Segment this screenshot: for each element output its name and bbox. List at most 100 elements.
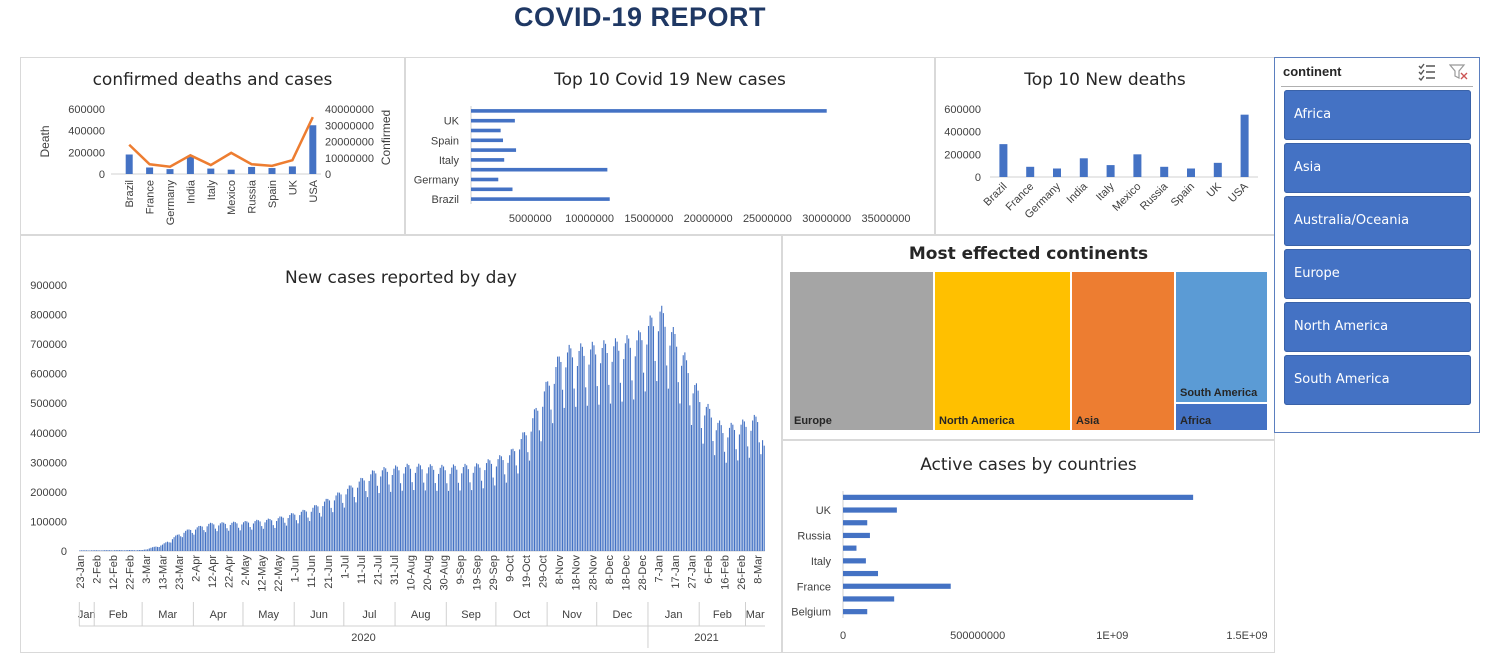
bar-daily-cases bbox=[591, 341, 593, 551]
bar-daily-cases bbox=[634, 356, 636, 551]
year-label: 2020 bbox=[351, 632, 375, 644]
y-tick-label: Germany bbox=[414, 175, 460, 187]
bar-daily-cases bbox=[411, 482, 413, 551]
bar-daily-cases bbox=[109, 550, 111, 551]
bar-daily-cases bbox=[87, 550, 89, 551]
bar-daily-cases bbox=[467, 469, 469, 551]
bar-daily-cases bbox=[598, 404, 600, 551]
x-tick-label: Brazil bbox=[124, 180, 136, 208]
bar-new-deaths bbox=[1213, 162, 1222, 177]
bar-new-deaths bbox=[1026, 166, 1035, 177]
bar-daily-cases bbox=[576, 365, 578, 551]
treemap-tile-africa[interactable]: Africa bbox=[1175, 403, 1268, 431]
bar-daily-cases bbox=[92, 550, 94, 551]
bar-daily-cases bbox=[702, 443, 704, 551]
y-tick-label: Belgium bbox=[791, 607, 831, 619]
x-tick-label: 8-Dec bbox=[604, 555, 616, 585]
x-tick-label: Russia bbox=[247, 179, 259, 214]
x-tick-label: 6-Feb bbox=[703, 555, 715, 584]
bar-daily-cases bbox=[616, 341, 618, 551]
bar-active-cases bbox=[843, 583, 951, 589]
panel-top10-new-cases[interactable]: Top 10 Covid 19 New cases Brazil Germany I… bbox=[405, 57, 935, 235]
bar-daily-cases bbox=[423, 482, 425, 551]
x-tick-label: 20000000 bbox=[684, 213, 733, 225]
x-tick-label: 9-Sep bbox=[455, 555, 467, 584]
bar-daily-cases bbox=[654, 360, 656, 551]
bar-new-cases bbox=[471, 197, 610, 201]
slicer-item-australia-oceania[interactable]: Australia/Oceania bbox=[1284, 196, 1471, 246]
bar-daily-cases bbox=[319, 512, 321, 551]
treemap-label: South America bbox=[1180, 387, 1258, 399]
bar-daily-cases bbox=[226, 528, 228, 551]
bar-daily-cases bbox=[353, 496, 355, 551]
bar-daily-cases bbox=[725, 462, 727, 551]
bar-daily-cases bbox=[575, 406, 577, 551]
x-tick-label: 17-Jan bbox=[670, 555, 682, 589]
chart-title-active: Active cases by countries bbox=[920, 455, 1137, 475]
bar-daily-cases bbox=[233, 521, 235, 551]
month-label: Mar bbox=[158, 609, 177, 621]
bar-daily-cases bbox=[545, 381, 547, 551]
x-tick-label: 11-Jun bbox=[306, 555, 318, 588]
y-tick-label: Spain bbox=[431, 135, 459, 147]
bar-daily-cases bbox=[388, 484, 390, 551]
clear-filter-icon[interactable] bbox=[1449, 63, 1469, 81]
slicer-item-south-america[interactable]: South America bbox=[1284, 355, 1471, 405]
x-tick-label: Spain bbox=[267, 180, 279, 208]
panel-new-cases-by-day[interactable]: New cases reported by day 900000 800000 70… bbox=[20, 235, 782, 653]
bar-daily-cases bbox=[338, 492, 340, 551]
panel-active-cases[interactable]: Active cases by countries Belgium France I… bbox=[782, 440, 1275, 653]
bar-active-cases bbox=[843, 520, 868, 526]
panel-confirmed-deaths-cases[interactable]: confirmed deaths and cases 600000 400000 2… bbox=[20, 57, 405, 235]
bar-daily-cases bbox=[462, 467, 464, 551]
bar-daily-cases bbox=[213, 524, 215, 551]
bar-daily-cases bbox=[310, 511, 312, 551]
bar-daily-cases bbox=[199, 525, 202, 551]
bar-daily-cases bbox=[409, 468, 412, 551]
bar-daily-cases bbox=[413, 490, 415, 551]
bar-daily-cases bbox=[340, 494, 342, 551]
x-tick-label: 22-May bbox=[273, 555, 285, 592]
treemap-tile-asia[interactable]: Asia bbox=[1071, 271, 1175, 431]
x-tick-label: USA bbox=[308, 179, 320, 202]
panel-top10-new-deaths[interactable]: Top 10 New deaths 600000 400000 200000 0 Bra… bbox=[935, 57, 1275, 235]
treemap-tile-europe[interactable]: Europe bbox=[789, 271, 934, 431]
bar-daily-cases bbox=[361, 478, 364, 551]
slicer-item-africa[interactable]: Africa bbox=[1284, 90, 1471, 140]
bar-daily-cases bbox=[469, 482, 471, 551]
bar-daily-cases bbox=[355, 502, 357, 551]
bar-daily-cases bbox=[560, 361, 562, 551]
slicer-item-europe[interactable]: Europe bbox=[1284, 249, 1471, 299]
bar-daily-cases bbox=[763, 445, 765, 551]
y-tick-label: Brazil bbox=[431, 194, 459, 206]
multi-select-icon[interactable] bbox=[1417, 63, 1437, 81]
treemap-tile-south-america[interactable]: South America bbox=[1175, 271, 1268, 403]
bar-daily-cases bbox=[320, 516, 322, 551]
treemap-tile-north-america[interactable]: North America bbox=[934, 271, 1071, 431]
bar-daily-cases bbox=[94, 550, 96, 551]
chart-title-treemap: Most effected continents bbox=[908, 244, 1149, 264]
bar-daily-cases bbox=[454, 465, 456, 551]
bar-daily-cases bbox=[383, 467, 385, 551]
bar-daily-cases bbox=[523, 432, 526, 551]
bar-daily-cases bbox=[173, 537, 175, 551]
bar-daily-cases bbox=[568, 344, 570, 551]
bar-daily-cases bbox=[672, 327, 674, 551]
x-tick-label: 5000000 bbox=[509, 213, 552, 225]
bar-daily-cases bbox=[641, 340, 643, 551]
bar-daily-cases bbox=[657, 331, 659, 551]
y-tick-label: 300000 bbox=[30, 457, 67, 469]
bar-daily-cases bbox=[90, 550, 92, 551]
x-tick-label: India bbox=[1065, 180, 1091, 206]
continent-slicer[interactable]: continent Africa Asia Australia/Oceania … bbox=[1274, 57, 1480, 433]
bar-daily-cases bbox=[140, 550, 142, 551]
bar-daily-cases bbox=[183, 532, 185, 551]
slicer-item-asia[interactable]: Asia bbox=[1284, 143, 1471, 193]
month-label: Jul bbox=[362, 609, 376, 621]
bar-daily-cases bbox=[586, 405, 588, 551]
bar-daily-cases bbox=[247, 522, 250, 551]
slicer-item-north-america[interactable]: North America bbox=[1284, 302, 1471, 352]
bar-daily-cases bbox=[110, 550, 112, 551]
bar-daily-cases bbox=[224, 523, 226, 551]
panel-most-effected-continents[interactable]: Most effected continents Europe North Am… bbox=[782, 235, 1275, 440]
